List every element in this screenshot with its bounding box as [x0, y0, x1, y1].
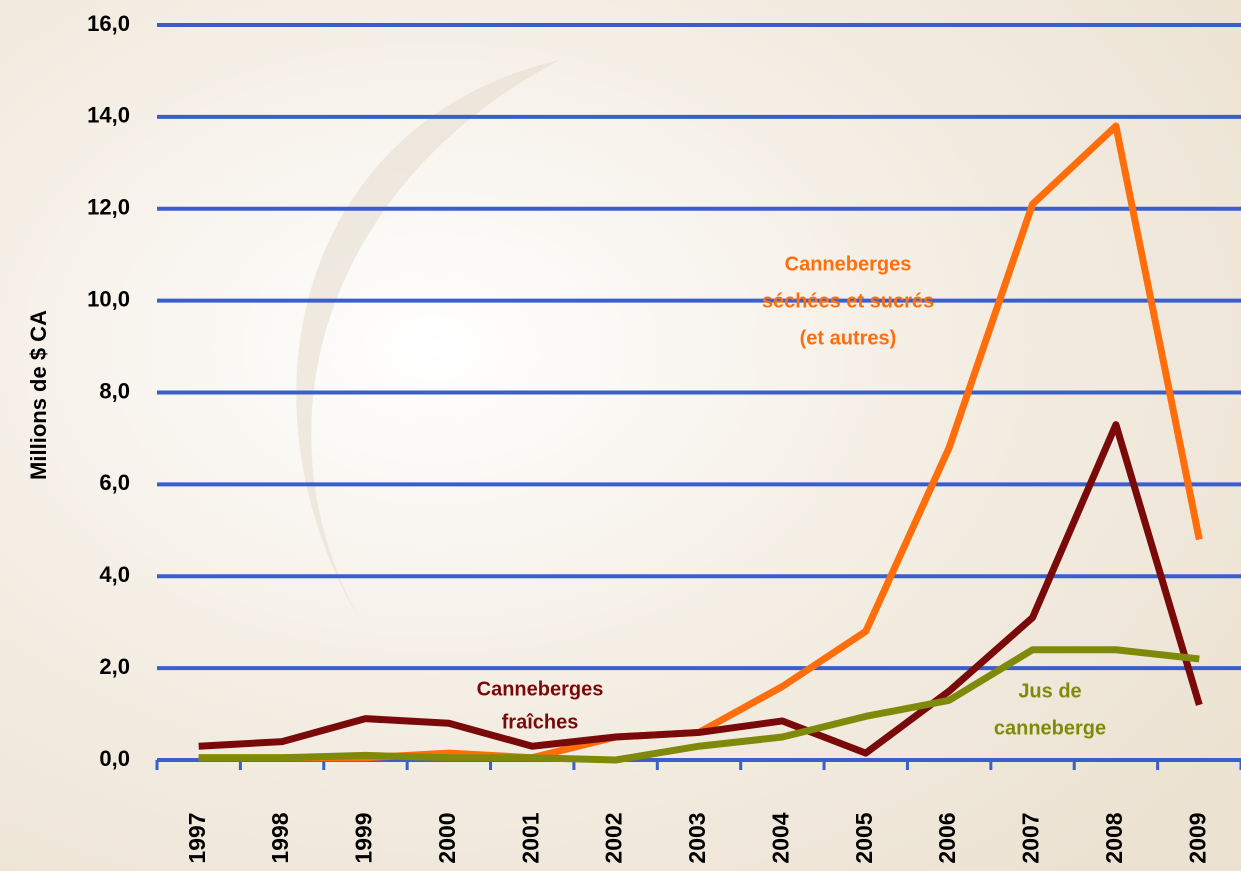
x-tick-label: 2002	[601, 812, 627, 863]
x-tick-label: 2001	[517, 812, 543, 863]
annotation: Canneberges	[477, 678, 604, 700]
x-tick-label: 2005	[851, 812, 877, 863]
y-tick-label: 12,0	[87, 195, 130, 220]
x-tick-label: 1999	[351, 812, 377, 863]
y-tick-label: 16,0	[87, 11, 130, 36]
x-tick-label: 2008	[1101, 812, 1127, 863]
y-tick-label: 2,0	[99, 654, 130, 679]
x-tick-label: 2006	[934, 812, 960, 863]
y-tick-label: 4,0	[99, 562, 130, 587]
x-tick-label: 2000	[434, 812, 460, 863]
annotation: canneberge	[994, 717, 1106, 739]
y-tick-label: 6,0	[99, 470, 130, 495]
decoration	[296, 60, 560, 620]
x-tick-label: 1997	[184, 812, 210, 863]
y-tick-label: 14,0	[87, 103, 130, 128]
y-tick-label: 10,0	[87, 286, 130, 311]
annotation: Canneberges	[785, 253, 912, 275]
y-axis-label: Millions de $ CA	[26, 310, 51, 480]
annotation: séchées et sucrés	[762, 290, 934, 312]
x-tick-label: 2009	[1184, 812, 1210, 863]
annotation: fraîches	[502, 711, 579, 733]
y-tick-label: 0,0	[99, 746, 130, 771]
x-tick-label: 2003	[684, 812, 710, 863]
x-tick-label: 2007	[1018, 812, 1044, 863]
annotation: (et autres)	[800, 327, 897, 349]
annotation: Jus de	[1018, 680, 1081, 702]
y-tick-label: 8,0	[99, 378, 130, 403]
x-tick-label: 2004	[767, 812, 793, 863]
series-line	[198, 421, 1203, 757]
series-line	[198, 646, 1200, 764]
x-tick-label: 1998	[267, 812, 293, 863]
